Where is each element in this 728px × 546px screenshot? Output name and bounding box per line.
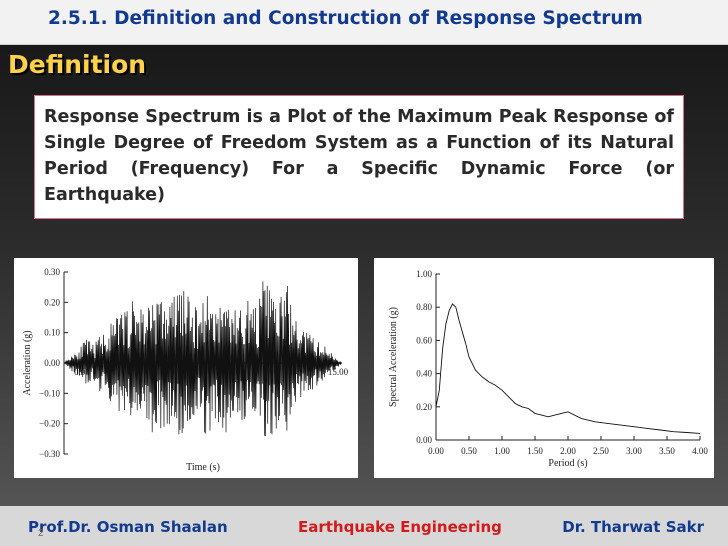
- y-tick-label: 0.20: [416, 402, 432, 412]
- title-bar: 2.5.1. Definition and Construction of Re…: [0, 0, 728, 45]
- y-tick-label: 0.60: [416, 335, 432, 345]
- slide-title: 2.5.1. Definition and Construction of Re…: [48, 8, 643, 29]
- spectrum-chart-svg: 1.00 0.80 0.60 0.40 0.20 0.000.00 0.50 1.00 1.50…: [388, 269, 708, 469]
- x-tick-label: 15.00: [328, 367, 349, 377]
- footer-author-right: Dr. Tharwat Sakr: [562, 518, 704, 536]
- slide-number: 2: [38, 528, 44, 539]
- y-axis-title: Spectral Acceleration (g): [388, 307, 399, 407]
- x-tick-label: 2.50: [593, 446, 609, 456]
- x-tick-label: 3.50: [659, 446, 675, 456]
- x-tick-label: 1.00: [494, 446, 510, 456]
- y-tick-label: 0.20: [44, 297, 60, 307]
- x-tick-label: 3.00: [626, 446, 642, 456]
- x-tick-label: 2.00: [560, 446, 576, 456]
- y-tick-label: 0.80: [416, 302, 432, 312]
- y-tick-label: 0.40: [416, 369, 432, 379]
- x-tick-label: 0.00: [428, 446, 444, 456]
- y-tick-label: 0.00: [44, 358, 60, 368]
- spectrum-series-line: [435, 303, 701, 434]
- definition-box: Response Spectrum is a Plot of the Maxim…: [34, 95, 684, 219]
- y-tick-label: 0.00: [416, 435, 432, 445]
- response-spectrum-chart: 1.00 0.80 0.60 0.40 0.20 0.00 0.00 0.50 1.00 1.50…: [374, 258, 714, 478]
- acceleration-chart-svg: 0.300.200.100.00−0.10−0.20−0.300.00 15.00…: [22, 267, 349, 473]
- y-tick-label: 1.00: [416, 269, 432, 279]
- x-axis-title: Period (s): [548, 458, 587, 469]
- x-tick-label: 1.50: [527, 446, 543, 456]
- y-tick-label: −0.30: [39, 449, 60, 459]
- y-tick-label: −0.20: [39, 419, 60, 429]
- x-tick-label: 0.50: [461, 446, 477, 456]
- x-axis-title: Time (s): [186, 462, 220, 473]
- section-heading: Definition: [8, 50, 147, 79]
- acceleration-time-history-chart: 0.30 0.20 0.10 0.00 −0.10 −0.20 −0.30 0.00 15.00…: [14, 258, 358, 478]
- definition-text: Response Spectrum is a Plot of the Maxim…: [44, 107, 674, 205]
- x-tick-label: 4.00: [692, 446, 708, 456]
- y-axis-title: Acceleration (g): [22, 330, 33, 395]
- y-tick-label: 0.10: [44, 328, 60, 338]
- footer-author-left: Prof.Dr. Osman Shaalan: [28, 518, 228, 536]
- footer-course-title: Earthquake Engineering: [298, 518, 502, 536]
- y-tick-label: −0.10: [39, 388, 60, 398]
- y-tick-label: 0.30: [44, 267, 60, 277]
- footer-bar: Prof.Dr. Osman Shaalan Earthquake Engine…: [0, 506, 728, 546]
- acceleration-series-line: [63, 281, 343, 437]
